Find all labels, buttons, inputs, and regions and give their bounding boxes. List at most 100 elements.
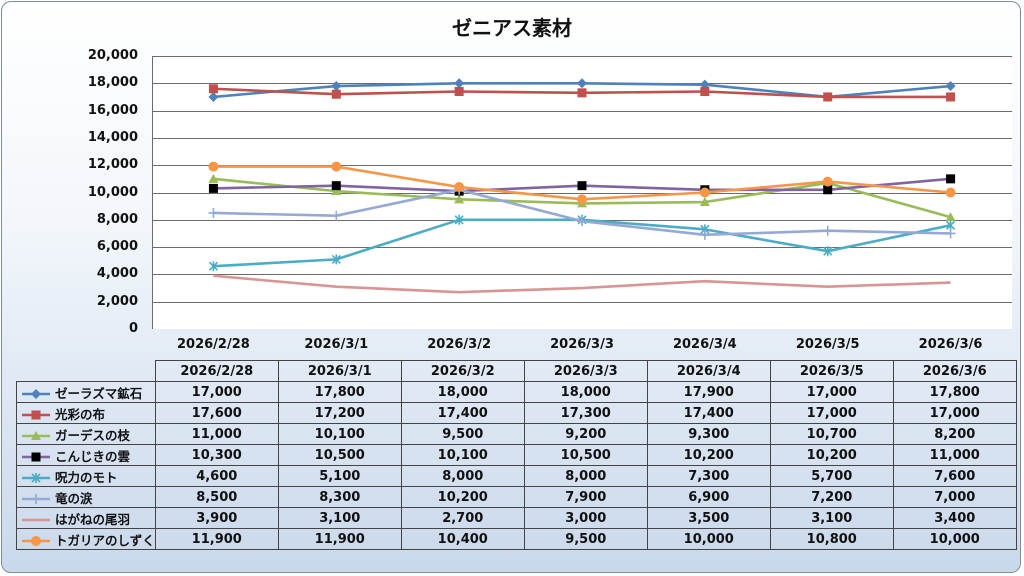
table-cell: 7,900 <box>523 486 648 508</box>
table-row: はがねの尾羽 3,900 3,100 2,700 3,000 3,500 3,100 3,40… <box>16 507 1017 529</box>
series-name: 竜の涙 <box>55 490 93 506</box>
data-point <box>577 216 587 227</box>
table-row: 竜の涙 8,500 8,300 10,200 7,900 6,900 7,200 7,000 <box>16 486 1017 508</box>
series-name: ゼーラズマ鉱石 <box>55 385 143 401</box>
data-point <box>577 88 587 98</box>
table-cell: 10,500 <box>523 444 648 466</box>
table-cell: 10,000 <box>892 528 1017 550</box>
data-point <box>454 182 465 193</box>
x-tick-label: 2026/3/4 <box>672 337 737 352</box>
y-tick-label: 20,000 <box>87 48 138 63</box>
table-row-header: こんじきの雲 <box>16 444 156 466</box>
y-tick-label: 12,000 <box>87 157 138 173</box>
data-point <box>208 261 218 272</box>
series-line <box>213 274 951 294</box>
y-tick-label: 2,000 <box>96 293 138 309</box>
series-group <box>208 84 956 102</box>
data-point <box>699 187 710 198</box>
series-group <box>208 174 956 196</box>
data-point <box>331 254 341 265</box>
data-point <box>331 89 341 99</box>
table-row: トガリアのしずく 11,900 11,900 10,400 9,500 10,000 10,… <box>16 528 1017 550</box>
table-row-header: 光彩の布 <box>16 402 156 424</box>
table-cell: 9,200 <box>523 423 648 445</box>
table-cell: 8,300 <box>277 486 402 508</box>
data-point <box>945 212 956 222</box>
series-group <box>213 274 951 294</box>
table-column-header: 2026/3/4 <box>646 360 771 382</box>
series-name: 光彩の布 <box>55 406 106 422</box>
legend-key-icon <box>22 452 50 462</box>
table-column-header: 2026/3/5 <box>769 360 894 382</box>
data-point <box>31 473 41 483</box>
table-cell: 17,000 <box>769 381 894 403</box>
legend-key-icon <box>22 536 50 546</box>
data-point <box>31 389 41 399</box>
table-cell: 3,000 <box>523 507 648 529</box>
table-cell: 17,000 <box>154 381 279 403</box>
table-cell: 7,000 <box>892 486 1017 508</box>
data-point <box>31 431 41 440</box>
y-tick-label: 16,000 <box>87 102 138 118</box>
series-name: はがねの尾羽 <box>55 511 131 527</box>
y-tick-label: 6,000 <box>96 239 138 255</box>
data-point <box>823 185 833 195</box>
data-point <box>31 494 41 504</box>
table-cell: 3,100 <box>769 507 894 529</box>
y-tick-label: 18,000 <box>87 75 138 91</box>
table-cell: 10,300 <box>154 444 279 466</box>
legend-key-icon <box>22 431 50 440</box>
table-cell: 17,900 <box>646 381 771 403</box>
legend-key-icon <box>22 410 50 420</box>
table-cell: 17,600 <box>154 402 279 424</box>
table-cell: 17,000 <box>892 402 1017 424</box>
table-row-header: 竜の涙 <box>16 486 156 508</box>
legend-key-icon <box>22 389 50 399</box>
table-cell: 17,300 <box>523 402 648 424</box>
table-row: 光彩の布 17,600 17,200 17,400 17,300 17,400 17,000… <box>16 402 1017 424</box>
table-row-header: 呪力のモト <box>16 465 156 487</box>
data-point <box>208 91 219 102</box>
data-point <box>454 86 464 96</box>
data-point <box>699 197 710 207</box>
table-cell: 18,000 <box>523 381 648 403</box>
table-row: ガーデスの枝 11,000 10,100 9,500 9,200 9,300 10,700 8… <box>16 423 1017 445</box>
table-cell: 7,300 <box>646 465 771 487</box>
data-point <box>331 161 342 172</box>
data-point <box>577 181 587 191</box>
data-point <box>945 81 956 92</box>
series-name: 呪力のモト <box>55 469 118 485</box>
table-cell: 10,000 <box>646 528 771 550</box>
table-cell: 10,700 <box>769 423 894 445</box>
series-name: トガリアのしずく <box>55 532 155 548</box>
data-point <box>331 81 342 92</box>
table-cell: 17,000 <box>769 402 894 424</box>
data-point <box>700 86 710 96</box>
table-cell: 10,200 <box>646 444 771 466</box>
data-point <box>946 92 956 102</box>
table-cell: 10,400 <box>400 528 525 550</box>
chart-title: ゼニアス素材 <box>452 16 572 40</box>
data-point <box>31 452 41 462</box>
table-cell: 5,700 <box>769 465 894 487</box>
legend-key-icon <box>22 473 50 483</box>
data-point <box>577 194 587 205</box>
table-cell: 11,000 <box>892 444 1017 466</box>
series-name: こんじきの雲 <box>55 448 131 464</box>
y-tick-label: 4,000 <box>96 266 138 282</box>
series-group <box>208 184 956 240</box>
data-point <box>822 225 833 236</box>
data-point <box>699 229 710 240</box>
series-line <box>213 218 951 268</box>
data-point <box>31 536 41 546</box>
y-tick-label: 14,000 <box>87 129 138 145</box>
table-cell: 8,200 <box>892 423 1017 445</box>
data-point <box>331 186 342 196</box>
data-point <box>946 174 956 184</box>
table-column-header: 2026/3/2 <box>400 360 525 382</box>
table-corner <box>17 361 156 382</box>
table-cell: 17,400 <box>400 402 525 424</box>
table-cell: 10,500 <box>277 444 402 466</box>
table-row: ゼーラズマ鉱石 17,000 17,800 18,000 18,000 17,900 17,… <box>16 381 1017 403</box>
